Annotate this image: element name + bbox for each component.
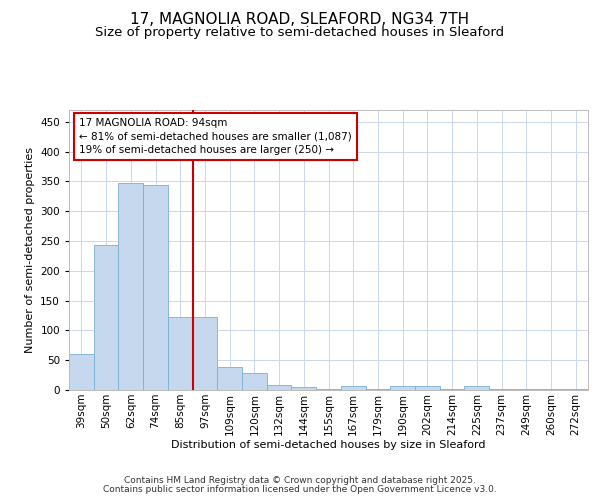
Bar (94, 245, 118, 390)
Bar (292, 387, 316, 390)
Text: Size of property relative to semi-detached houses in Sleaford: Size of property relative to semi-detach… (95, 26, 505, 39)
Bar (193, 318, 217, 390)
Bar (69, 354, 94, 390)
Text: Contains HM Land Registry data © Crown copyright and database right 2025.: Contains HM Land Registry data © Crown c… (124, 476, 476, 485)
Bar (143, 185, 168, 390)
Bar (267, 384, 292, 390)
Bar (118, 182, 143, 390)
Text: 17, MAGNOLIA ROAD, SLEAFORD, NG34 7TH: 17, MAGNOLIA ROAD, SLEAFORD, NG34 7TH (130, 12, 470, 28)
X-axis label: Distribution of semi-detached houses by size in Sleaford: Distribution of semi-detached houses by … (171, 440, 486, 450)
Bar (415, 386, 440, 390)
Bar (464, 386, 489, 390)
Bar (242, 374, 267, 390)
Bar (341, 386, 365, 390)
Text: 17 MAGNOLIA ROAD: 94sqm
← 81% of semi-detached houses are smaller (1,087)
19% of: 17 MAGNOLIA ROAD: 94sqm ← 81% of semi-de… (79, 118, 352, 155)
Bar (390, 386, 415, 390)
Text: Contains public sector information licensed under the Open Government Licence v3: Contains public sector information licen… (103, 485, 497, 494)
Bar (217, 368, 242, 390)
Bar (168, 318, 193, 390)
Y-axis label: Number of semi-detached properties: Number of semi-detached properties (25, 147, 35, 353)
